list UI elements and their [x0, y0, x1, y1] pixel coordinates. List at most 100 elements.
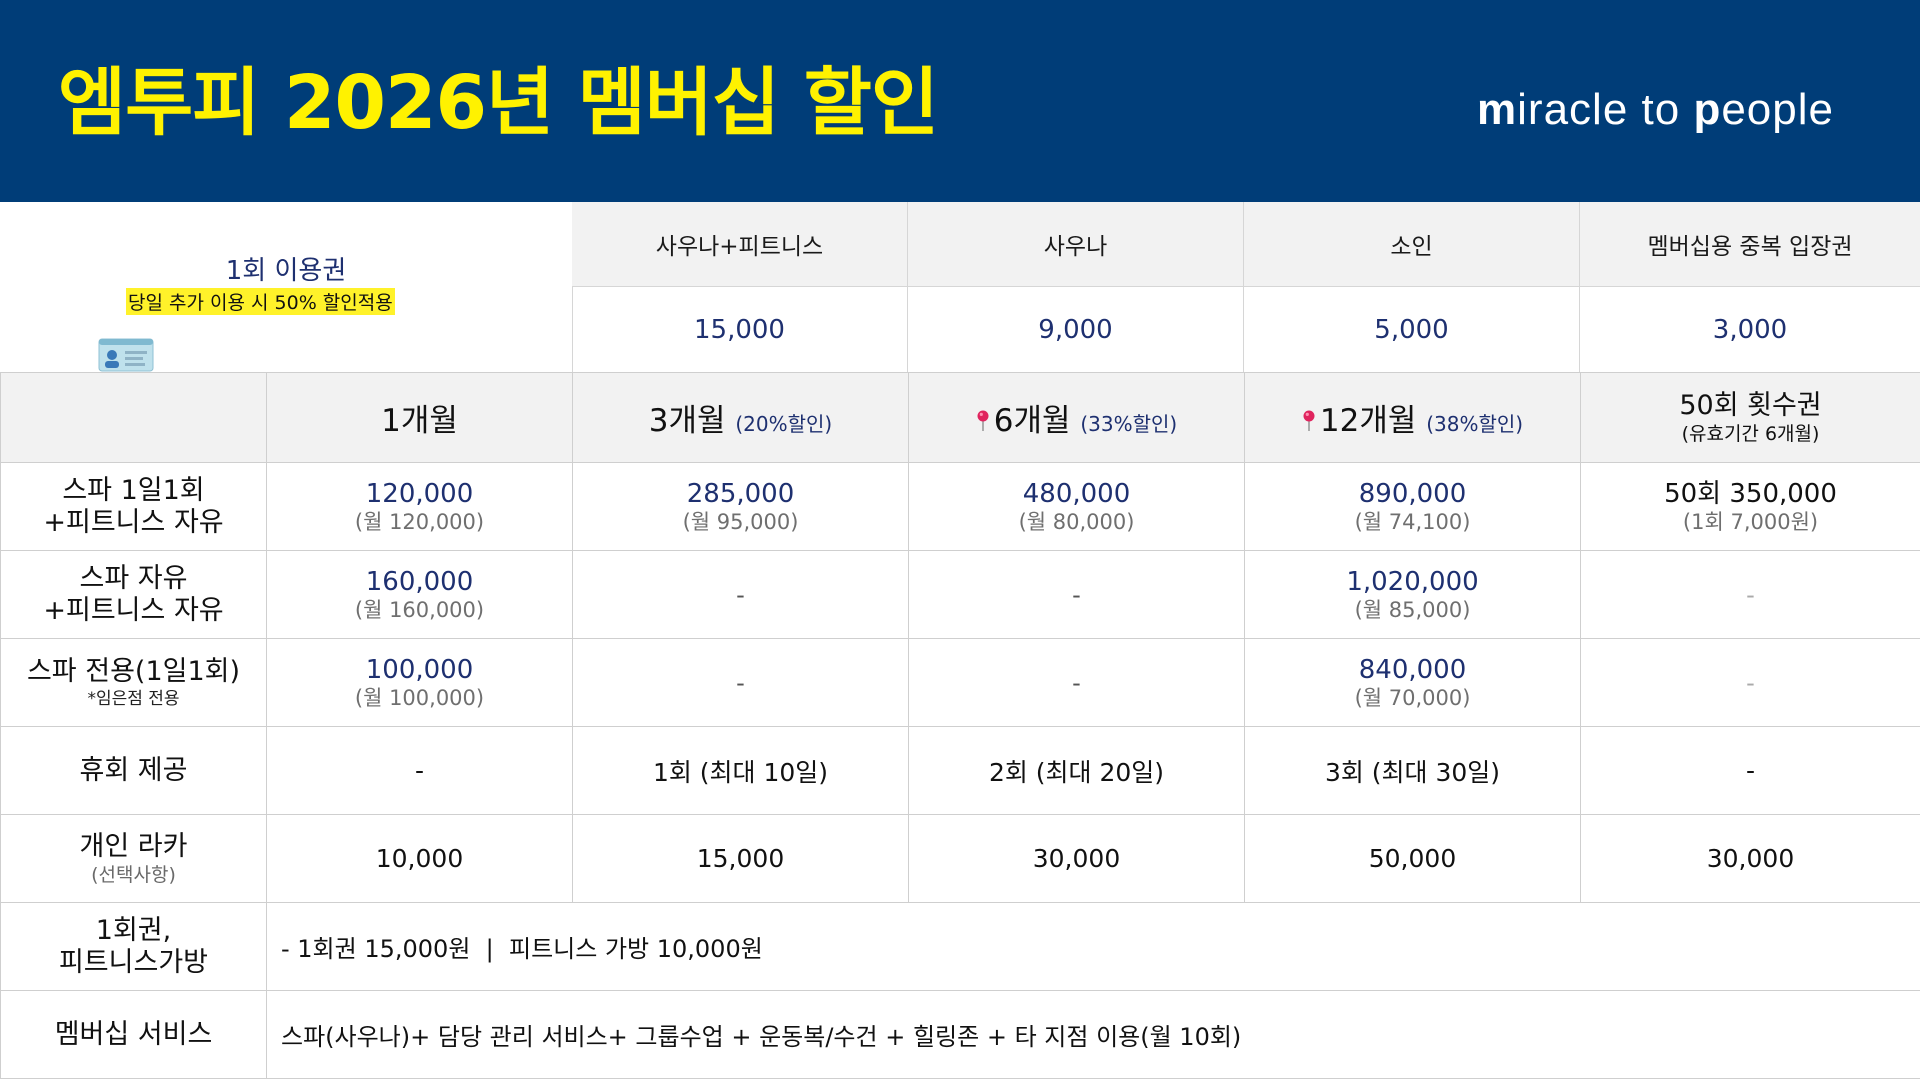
- locker-price-cell: 15,000: [572, 814, 909, 903]
- row-label: 스파 전용(1일1회) *임은점 전용: [0, 638, 267, 727]
- row-label-line2: 피트니스가방: [58, 946, 209, 978]
- plan-header-3m: 3개월 (20%할인): [572, 372, 909, 463]
- plan-name: 6개월: [993, 403, 1071, 439]
- single-use-col-name: 소인: [1244, 202, 1579, 287]
- price-cell: 160,000 (월 160,000): [266, 550, 573, 639]
- corner-cell: [0, 372, 267, 463]
- price-per-visit: (1회 7,000원): [1682, 509, 1819, 534]
- header-banner: 엠투피 2026년 멤버십 할인 miracle to people: [0, 0, 1920, 202]
- price-cell: 50회 350,000 (1회 7,000원): [1580, 462, 1920, 551]
- row-label-line1: 스파 자유: [79, 562, 188, 594]
- price-total: 480,000: [1022, 478, 1131, 509]
- price-cell: 480,000 (월 80,000): [908, 462, 1245, 551]
- price-total: 1,020,000: [1346, 566, 1479, 597]
- plan-header-row: 1개월 3개월 (20%할인) 6개월 (33%할인) 12개월 (38%할인)…: [0, 372, 1920, 463]
- pause-cell: -: [1580, 726, 1920, 815]
- single-use-label-cell: 1회 이용권 당일 추가 이용 시 50% 할인적용: [0, 202, 573, 372]
- plan-header-6m: 6개월 (33%할인): [908, 372, 1245, 463]
- row-label-line1: 1회권,: [95, 914, 172, 946]
- row-ticket-bag: 1회권, 피트니스가방 - 1회권 15,000원 | 피트니스 가방 10,00…: [0, 902, 1920, 991]
- row-label: 멤버십 서비스: [0, 990, 267, 1079]
- locker-price-cell: 30,000: [908, 814, 1245, 903]
- row-locker: 개인 라카 (선택사항) 10,000 15,000 30,000 50,000 …: [0, 814, 1920, 903]
- row-label-line1: 스파 1일1회: [62, 474, 205, 506]
- price-total: 285,000: [686, 478, 795, 509]
- plan-header-50-visits: 50회 횟수권 (유효기간 6개월): [1580, 372, 1920, 463]
- plan-discount: (20%할인): [735, 412, 833, 436]
- price-monthly: (월 160,000): [354, 597, 485, 622]
- plan-validity: (유효기간 6개월): [1681, 422, 1820, 445]
- pause-cell: 1회 (최대 10일): [572, 726, 909, 815]
- not-available-dash: -: [1072, 668, 1081, 697]
- row-pause: 휴회 제공 - 1회 (최대 10일) 2회 (최대 20일) 3회 (최대 3…: [0, 726, 1920, 815]
- plan-name: 1개월: [381, 403, 458, 439]
- row-label: 개인 라카 (선택사항): [0, 814, 267, 903]
- single-use-col-name: 사우나+피트니스: [572, 202, 907, 287]
- row-label-line1: 개인 라카: [79, 830, 188, 862]
- pushpin-icon: [977, 410, 989, 431]
- single-use-col-name: 사우나: [908, 202, 1243, 287]
- not-available-dash: -: [1746, 580, 1755, 609]
- row-label: 스파 1일1회 +피트니스 자유: [0, 462, 267, 551]
- price-cell: 1,020,000 (월 85,000): [1244, 550, 1581, 639]
- plan-header-1m: 1개월: [266, 372, 573, 463]
- price-cell: 840,000 (월 70,000): [1244, 638, 1581, 727]
- pushpin-icon: [1303, 410, 1315, 431]
- plan-discount: (38%할인): [1426, 412, 1524, 436]
- single-use-col-price: 5,000: [1374, 314, 1449, 345]
- logo-part-iracle: iracle to: [1517, 85, 1694, 134]
- price-total: 100,000: [365, 654, 474, 685]
- logo-part-p: p: [1693, 85, 1722, 134]
- row-spa-daily-fitness: 스파 1일1회 +피트니스 자유 120,000 (월 120,000) 285,0…: [0, 462, 1920, 551]
- logo-part-eople: eople: [1721, 85, 1834, 134]
- price-cell: -: [572, 638, 909, 727]
- plan-name: 12개월: [1319, 403, 1417, 439]
- price-cell: -: [572, 550, 909, 639]
- single-use-section: 1회 이용권 당일 추가 이용 시 50% 할인적용 사우나+피트니스 15,0…: [0, 202, 1920, 372]
- row-label: 휴회 제공: [0, 726, 267, 815]
- price-cell: 100,000 (월 100,000): [266, 638, 573, 727]
- row-label-line2: +피트니스 자유: [43, 506, 224, 538]
- price-monthly: (월 85,000): [1354, 597, 1471, 622]
- plan-name: 3개월: [648, 403, 726, 439]
- row-label: 1회권, 피트니스가방: [0, 902, 267, 991]
- pause-cell: 2회 (최대 20일): [908, 726, 1245, 815]
- row-label-line2: +피트니스 자유: [43, 594, 224, 626]
- single-use-col-sauna-fitness: 사우나+피트니스 15,000: [572, 202, 908, 372]
- single-use-col-price: 3,000: [1712, 314, 1788, 345]
- price-cell: -: [1580, 550, 1920, 639]
- page-title: 엠투피 2026년 멤버십 할인: [58, 60, 939, 146]
- locker-price-cell: 30,000: [1580, 814, 1920, 903]
- price-monthly: (월 74,100): [1354, 509, 1471, 534]
- price-cell: 120,000 (월 120,000): [266, 462, 573, 551]
- locker-price-cell: 10,000: [266, 814, 573, 903]
- price-cell: 285,000 (월 95,000): [572, 462, 909, 551]
- not-available-dash: -: [736, 580, 745, 609]
- row-spa-free-fitness: 스파 자유 +피트니스 자유 160,000 (월 160,000) - - 1,0…: [0, 550, 1920, 639]
- single-use-col-sauna: 사우나 9,000: [908, 202, 1244, 372]
- pause-cell: -: [266, 726, 573, 815]
- row-label: 스파 자유 +피트니스 자유: [0, 550, 267, 639]
- not-available-dash: -: [736, 668, 745, 697]
- plan-name: 50회 횟수권: [1679, 389, 1822, 421]
- single-use-col-child: 소인 5,000: [1244, 202, 1580, 372]
- membership-service-text: 스파(사우나)+ 담당 관리 서비스+ 그룹수업 + 운동복/수건 + 힐링존 …: [266, 990, 1920, 1079]
- plan-header-12m: 12개월 (38%할인): [1244, 372, 1581, 463]
- row-label-note: (선택사항): [91, 863, 176, 886]
- ticket-bag-text: - 1회권 15,000원 | 피트니스 가방 10,000원: [266, 902, 1920, 991]
- logo-part-m: m: [1477, 85, 1518, 134]
- row-spa-only: 스파 전용(1일1회) *임은점 전용 100,000 (월 100,000) - …: [0, 638, 1920, 727]
- price-monthly: (월 80,000): [1018, 509, 1135, 534]
- single-use-col-price: 15,000: [694, 314, 785, 345]
- price-total: 890,000: [1358, 478, 1467, 509]
- price-monthly: (월 95,000): [682, 509, 799, 534]
- price-cell: -: [1580, 638, 1920, 727]
- row-label-note: *임은점 전용: [87, 688, 180, 709]
- row-label-line1: 스파 전용(1일1회): [26, 655, 241, 687]
- price-total: 160,000: [365, 566, 474, 597]
- single-use-col-duplicate-entry: 멤버십용 중복 입장권 3,000: [1580, 202, 1920, 372]
- price-monthly: (월 100,000): [354, 685, 485, 710]
- row-membership-service: 멤버십 서비스 스파(사우나)+ 담당 관리 서비스+ 그룹수업 + 운동복/수…: [0, 990, 1920, 1079]
- price-cell: -: [908, 550, 1245, 639]
- price-total: 120,000: [365, 478, 474, 509]
